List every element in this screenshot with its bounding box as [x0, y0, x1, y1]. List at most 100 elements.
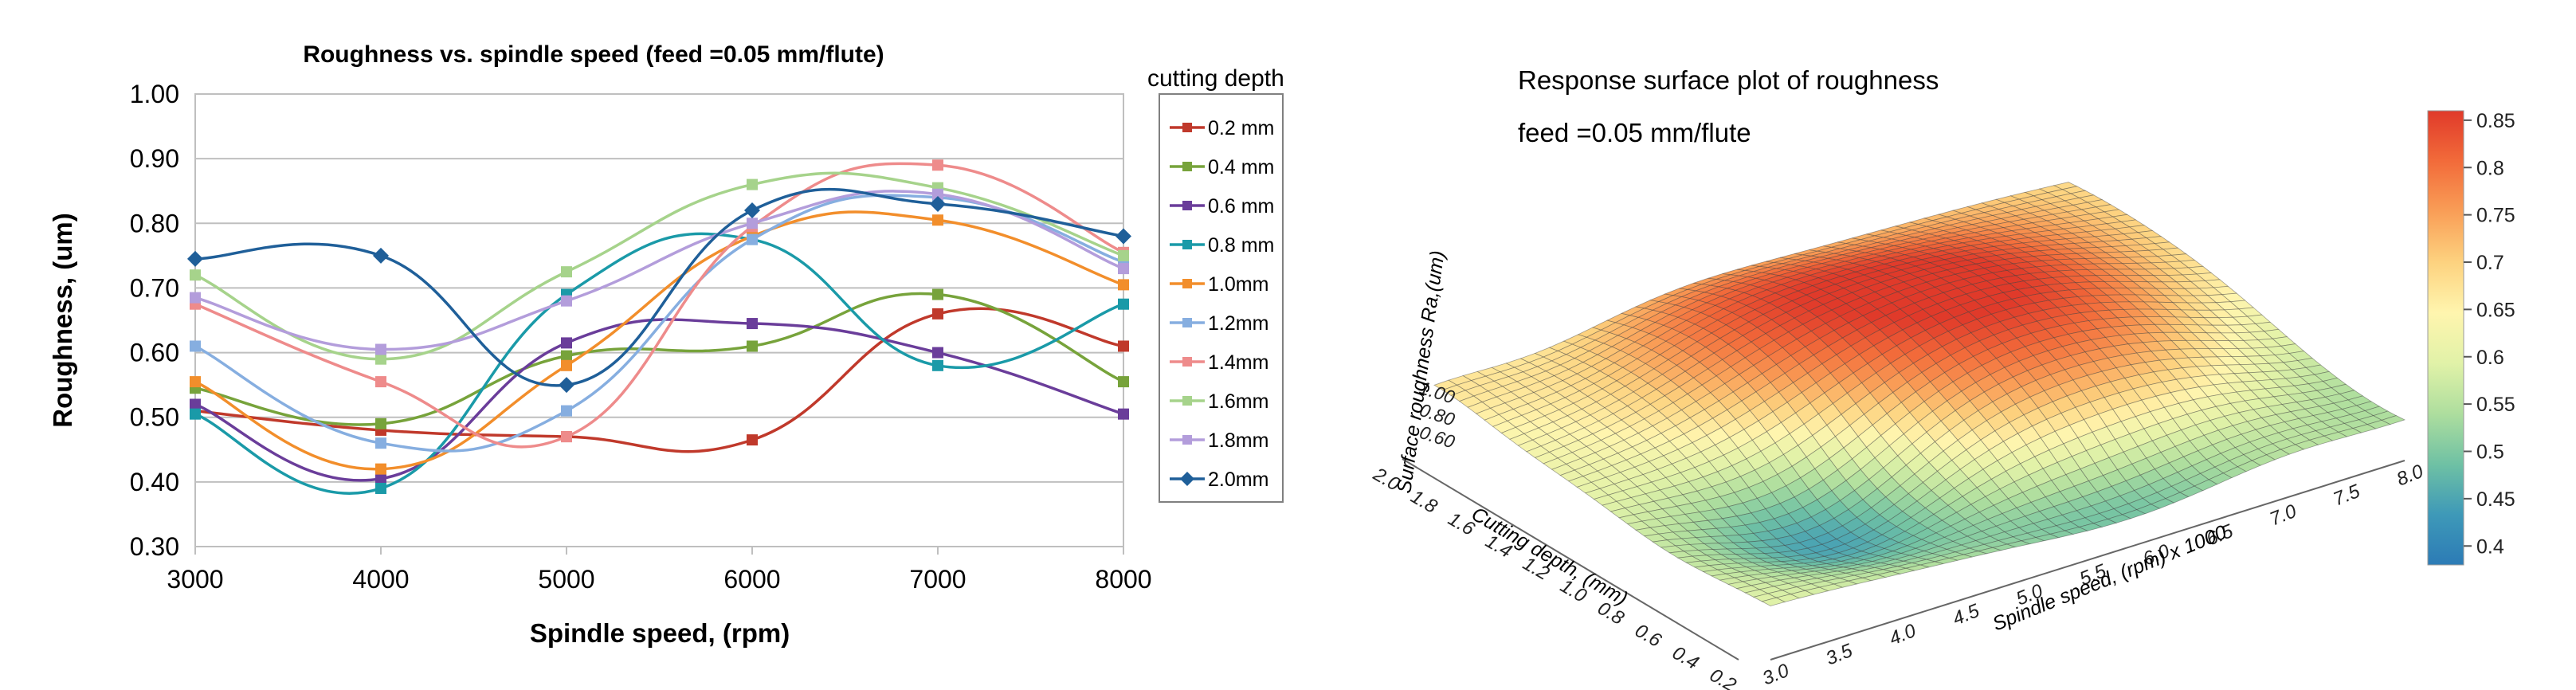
y-tick-label: 0.70	[130, 273, 179, 302]
data-point	[190, 292, 201, 304]
gridlines	[194, 93, 1124, 555]
surface-cell	[2095, 204, 2120, 213]
surface-cell	[2213, 285, 2238, 296]
x-tick-label: 3000	[167, 565, 223, 594]
x-tick-label: 5000	[538, 565, 594, 594]
colorbar-tick-label: 0.55	[2476, 394, 2515, 416]
speed-axis-line	[1770, 460, 2405, 661]
data-point	[747, 178, 758, 190]
data-point	[561, 350, 572, 362]
surface-cell	[2104, 209, 2128, 218]
surface-cell	[2053, 182, 2078, 190]
legend-item: 0.2 mm	[1170, 117, 1274, 139]
surface-mesh	[1433, 182, 2406, 606]
legend-item: 1.6mm	[1170, 390, 1268, 413]
y-tick-label: 0.90	[130, 144, 179, 173]
data-point	[1118, 298, 1129, 310]
y-tick-label: 0.60	[130, 339, 179, 367]
legend-marker	[1182, 396, 1192, 406]
data-point	[187, 250, 203, 267]
z-axis-label: Surface roughness Ra,(um)	[1393, 249, 1449, 495]
data-point	[747, 218, 758, 229]
legend-label: 0.2 mm	[1208, 117, 1274, 139]
data-point	[190, 408, 201, 420]
speed-tick-label: 4.0	[1886, 620, 1919, 650]
series-1-6mm	[190, 171, 1129, 365]
legend-item: 0.4 mm	[1170, 156, 1274, 178]
data-point	[375, 418, 386, 429]
colorbar	[2427, 110, 2464, 566]
surface-cell	[2314, 370, 2339, 382]
colorbar-tick-label: 0.65	[2476, 299, 2515, 321]
y-tick-label: 0.40	[130, 468, 179, 496]
data-point	[373, 247, 389, 264]
series-line	[194, 318, 1124, 482]
legend-label: 2.0mm	[1208, 468, 1268, 491]
data-point	[930, 195, 946, 212]
legend-item: 0.8 mm	[1170, 234, 1274, 257]
surface-subtitle: feed =0.05 mm/flute	[1518, 118, 1751, 147]
y-tick-label: 0.50	[130, 403, 179, 432]
surface-cell	[2179, 259, 2204, 269]
legend-label: 1.6mm	[1208, 390, 1268, 413]
surface-cell	[2061, 186, 2087, 194]
surface-cell	[2196, 272, 2221, 281]
data-point	[744, 202, 760, 219]
legend-label: 1.8mm	[1208, 429, 1268, 452]
speed-tick-label: 3.0	[1759, 660, 1793, 690]
data-point	[190, 340, 201, 352]
y-tick-label: 0.30	[130, 532, 179, 561]
series-line	[194, 162, 1124, 449]
legend: 0.2 mm 0.4 mm 0.6 mm 0.8 mm 1.0mm 1.2mm 1.4mm 1…	[1170, 117, 1274, 491]
data-point	[190, 398, 201, 410]
data-point	[559, 377, 574, 394]
data-point	[1118, 249, 1129, 261]
series-lines	[187, 159, 1131, 495]
legend-marker	[1182, 201, 1192, 210]
data-point	[932, 214, 943, 226]
x-tick-label: 8000	[1095, 565, 1151, 594]
data-point	[932, 347, 943, 359]
line-chart: Roughness vs. spindle speed (feed =0.05 …	[48, 41, 1284, 648]
surface-cell	[2339, 390, 2364, 401]
data-point	[747, 318, 758, 330]
data-point	[375, 472, 386, 484]
chart-title: Roughness vs. spindle speed (feed =0.05 …	[303, 41, 884, 68]
data-point	[1118, 408, 1129, 420]
legend-label: 1.2mm	[1208, 312, 1268, 335]
data-point	[747, 434, 758, 446]
depth-tick-label: 0.2	[1706, 665, 1739, 690]
colorbar-tick-label: 0.4	[2476, 535, 2504, 558]
surface-cell	[2305, 364, 2331, 375]
data-point	[747, 233, 758, 245]
data-point	[561, 295, 572, 307]
data-point	[1118, 263, 1129, 275]
legend-label: 0.6 mm	[1208, 195, 1274, 218]
data-point	[375, 463, 386, 475]
legend-item: 1.8mm	[1170, 429, 1268, 452]
cutting-depth-axis-label: Cutting depth, (mm)	[1468, 503, 1631, 610]
legend-item: 2.0mm	[1170, 468, 1268, 491]
colorbar-tick-label: 0.45	[2476, 488, 2515, 511]
depth-axis-line	[1402, 458, 1739, 661]
data-point	[561, 337, 572, 349]
data-point	[932, 308, 943, 320]
data-point	[932, 359, 943, 371]
colorbar-tick-label: 0.7	[2476, 252, 2504, 274]
legend-item: 1.2mm	[1170, 312, 1268, 335]
series-line	[194, 307, 1124, 453]
legend-marker	[1182, 240, 1192, 249]
data-point	[375, 482, 386, 494]
surface-cell	[2137, 230, 2162, 238]
colorbar-tick-label: 0.5	[2476, 441, 2504, 464]
speed-tick-label: 7.0	[2267, 500, 2300, 531]
series-line	[194, 292, 1124, 426]
y-axis-label: Roughness, (um)	[48, 213, 77, 428]
surface-cell	[2347, 395, 2372, 406]
y-tick-labels: 0.30 0.40 0.50 0.60 0.70 0.80 0.90 1.00	[130, 80, 179, 561]
surface-cell	[2255, 321, 2280, 332]
series-1-8mm	[190, 188, 1129, 355]
legend-marker	[1182, 357, 1192, 367]
y-tick-label: 0.80	[130, 209, 179, 237]
colorbar-tick-label: 0.8	[2476, 157, 2504, 179]
